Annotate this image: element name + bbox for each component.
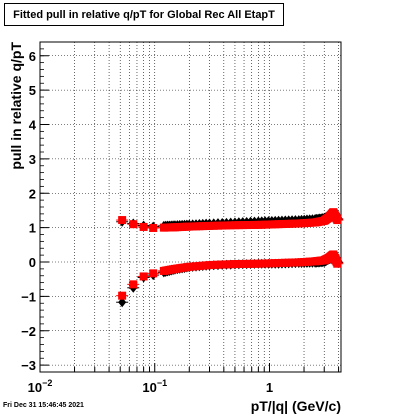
data-point xyxy=(202,222,211,231)
y-tick-label: −3 xyxy=(21,358,36,373)
x-tick-label: 10−1 xyxy=(142,378,167,395)
footer-timestamp: Fri Dec 31 15:46:45 2021 xyxy=(3,402,84,409)
axis-ticks xyxy=(39,41,340,373)
data-point xyxy=(250,220,259,229)
x-axis-title: pT/|q| (GeV/c) xyxy=(251,398,341,414)
data-point xyxy=(332,214,341,223)
y-tick-label: −2 xyxy=(21,324,36,339)
data-point xyxy=(169,265,178,274)
data-point xyxy=(129,220,138,229)
data-point xyxy=(118,216,127,225)
data-point xyxy=(182,263,191,272)
data-point xyxy=(118,291,127,300)
data-point xyxy=(129,280,138,289)
x-tick-labels: 10−2 10−1 1 xyxy=(28,378,273,395)
data-point xyxy=(291,258,300,267)
data-point xyxy=(149,223,158,232)
data-series xyxy=(116,208,344,308)
y-tick-label: 1 xyxy=(29,221,36,236)
grid xyxy=(39,42,341,372)
data-point xyxy=(226,260,235,269)
data-point xyxy=(118,297,127,308)
data-point xyxy=(271,259,280,268)
data-point xyxy=(149,269,158,278)
x-tick-label: 1 xyxy=(266,380,273,395)
y-tick-label: 6 xyxy=(29,49,36,64)
y-tick-label: 5 xyxy=(29,83,36,98)
y-tick-label: 3 xyxy=(29,152,36,167)
chart-title: Fitted pull in relative q/pT for Global … xyxy=(4,3,284,26)
y-axis-title: pull in relative q/pT xyxy=(8,42,24,170)
data-point xyxy=(291,219,300,228)
data-point xyxy=(271,220,280,229)
y-tick-label: −1 xyxy=(21,289,36,304)
data-point xyxy=(250,259,259,268)
data-point xyxy=(202,261,211,270)
y-tick-label: 4 xyxy=(29,118,37,133)
series-red xyxy=(116,208,344,300)
data-point xyxy=(226,221,235,230)
data-point xyxy=(139,222,148,231)
plot-frame xyxy=(39,41,342,373)
y-tick-label: 2 xyxy=(29,186,36,201)
y-tick-labels: −3 −2 −1 0 1 2 3 4 5 6 xyxy=(21,49,37,373)
data-point xyxy=(332,258,341,267)
y-tick-label: 0 xyxy=(29,255,36,270)
x-tick-label: 10−2 xyxy=(28,378,53,395)
data-point xyxy=(139,272,148,281)
